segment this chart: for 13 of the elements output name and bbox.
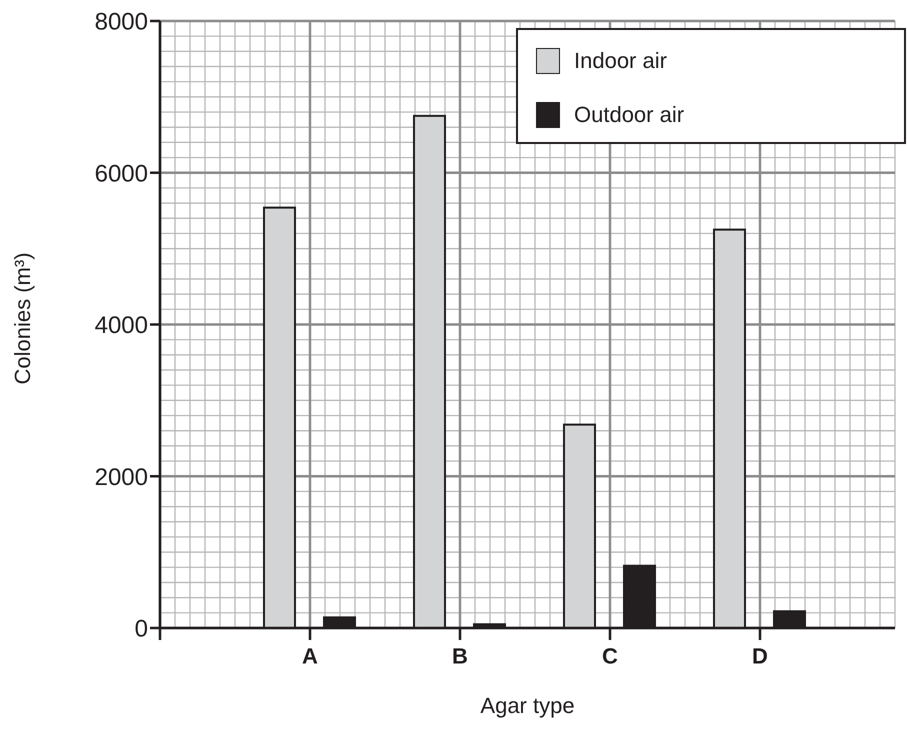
y-tick-label: 8000 [94,8,148,36]
x-tick-label: D [752,644,768,669]
x-tick-label: A [302,644,318,669]
x-tick-label: B [452,644,468,669]
y-tick-label: 6000 [94,160,148,188]
y-tick-label: 0 [134,616,148,643]
y-tick-label: 2000 [94,464,148,491]
legend-label: Indoor air [574,48,667,74]
y-tick-label: 4000 [94,312,148,340]
legend-label: Outdoor air [574,102,684,128]
x-axis-title: Agar type [480,693,575,718]
y-axis-title: Colonies (m³) [10,252,35,384]
x-tick-label: C [602,644,618,669]
